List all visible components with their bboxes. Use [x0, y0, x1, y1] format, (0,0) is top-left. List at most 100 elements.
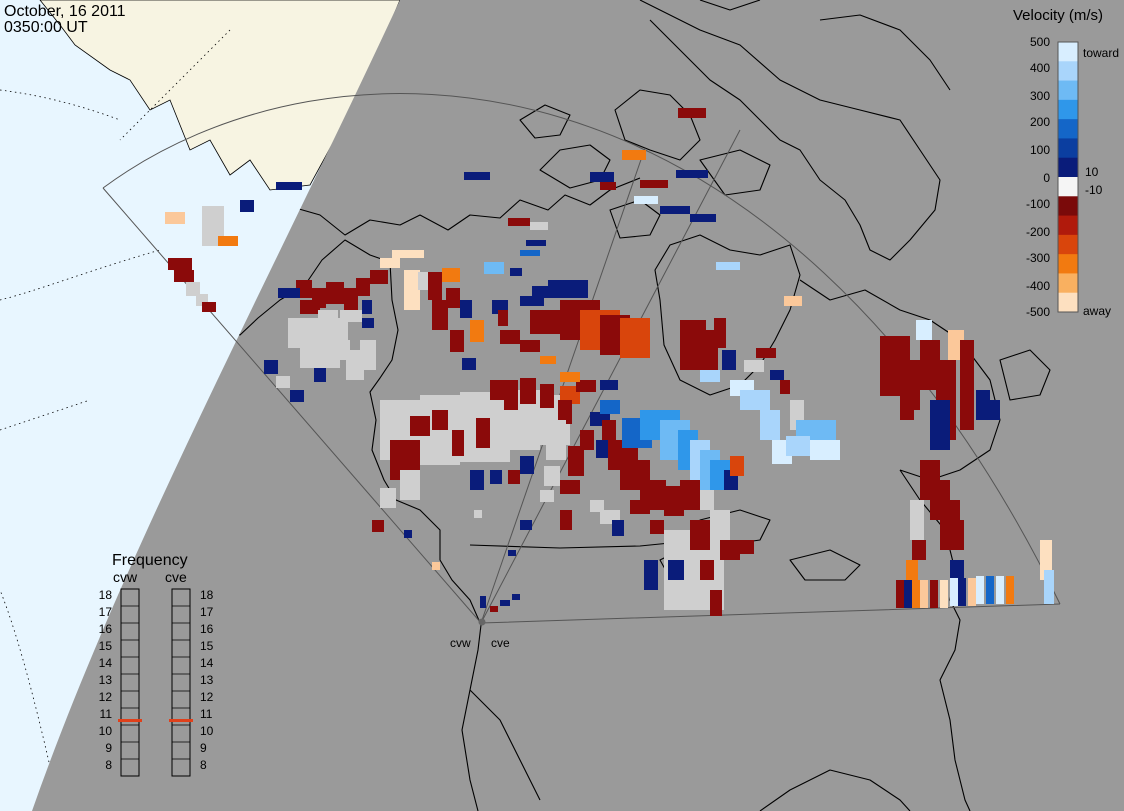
scatter-cell [644, 560, 658, 590]
scatter-cell [722, 350, 736, 370]
frequency-radar-cvw: cvw [113, 569, 138, 585]
scatter-cell [700, 490, 714, 510]
scatter-cell [508, 550, 516, 556]
scatter-cell [520, 520, 532, 530]
velocity-scale-segment [1058, 273, 1078, 294]
scatter-cell [464, 172, 490, 180]
scatter-cell [540, 490, 554, 502]
scatter-cell [462, 358, 476, 370]
scatter-cell [740, 540, 754, 554]
scatter-cell [168, 258, 192, 270]
dayside-grid [0, 29, 231, 811]
scatter-cell [660, 206, 690, 214]
scatter-cell [568, 446, 584, 476]
scatter-cell [530, 222, 548, 230]
scatter-cell [508, 218, 530, 226]
scatter-cell [622, 150, 646, 160]
velocity-tick-label: 200 [1030, 115, 1050, 129]
scatter-cell [600, 400, 620, 414]
velocity-scale-segment [1058, 42, 1078, 62]
scatter-cell [576, 380, 596, 392]
scatter-cell [344, 288, 358, 312]
velocity-tick-label: -500 [1026, 305, 1050, 319]
velocity-tick-label: 10 [1085, 165, 1099, 179]
velocity-away-label: away [1083, 304, 1111, 318]
scatter-cell [560, 510, 572, 530]
scatter-cell [714, 318, 726, 348]
scatter-cell [346, 350, 364, 380]
frequency-level-label: 11 [200, 707, 213, 721]
scatter-cell [300, 300, 320, 314]
frequency-level-label: 11 [100, 707, 113, 721]
scatter-cell [470, 470, 484, 490]
scatter-cell [600, 182, 616, 190]
scatter-cell [560, 386, 580, 404]
velocity-tick-label: 500 [1030, 35, 1050, 49]
velocity-tick-label: -100 [1026, 197, 1050, 211]
scatter-cell [504, 380, 518, 410]
scatter-cell [620, 318, 650, 358]
scatter-cell [520, 250, 540, 256]
scatter-cell [520, 378, 536, 404]
scatter-cell [906, 560, 918, 580]
velocity-tick-label: 0 [1043, 171, 1050, 185]
scatter-cell [500, 600, 510, 606]
scatter-cell [500, 330, 520, 344]
frequency-title: Frequency [112, 552, 188, 569]
scatter-cell [446, 288, 460, 308]
scatter-cell [362, 300, 372, 314]
scatter-cell [520, 456, 534, 474]
velocity-tick-label: -300 [1026, 251, 1050, 265]
frequency-level-label: 15 [200, 639, 214, 653]
frequency-level-label: 10 [200, 724, 214, 738]
scatter-cell [996, 576, 1004, 604]
frequency-level-label: 12 [200, 690, 214, 704]
velocity-tick-label: 100 [1030, 143, 1050, 157]
scatter-cell [684, 580, 714, 610]
scatter-cell [940, 580, 948, 608]
scatter-cells [165, 108, 1054, 616]
scatter-cell [690, 214, 716, 222]
frequency-gauge-cve [171, 588, 191, 777]
scatter-cell [432, 300, 448, 330]
scatter-cell [560, 480, 580, 494]
velocity-scale-segment [1058, 61, 1078, 82]
scatter-cell [470, 320, 484, 342]
scatter-cell [912, 540, 926, 560]
scatter-cell [508, 470, 520, 484]
scatter-cell [432, 562, 440, 570]
scatter-cell [432, 410, 448, 430]
velocity-color-scale: Velocity (m/s) toward away 500 400 300 200 1… [1013, 7, 1119, 319]
scatter-cell [428, 272, 442, 300]
scatter-cell [330, 340, 350, 360]
scatter-cell [612, 520, 624, 536]
velocity-scale-segment [1058, 234, 1078, 255]
site-label-cvw: cvw [450, 636, 471, 650]
scatter-cell [404, 530, 412, 538]
scatter-cell [540, 356, 556, 364]
scatter-cell [476, 418, 490, 448]
scatter-cell [740, 390, 770, 410]
scatter-cell [544, 466, 560, 486]
velocity-scale-segment [1058, 254, 1078, 274]
frequency-level-label: 12 [99, 690, 113, 704]
scatter-cell [480, 596, 486, 608]
scatter-cell [720, 540, 740, 560]
scatter-cell [548, 280, 588, 298]
velocity-tick-label: -400 [1026, 279, 1050, 293]
frequency-gauge-cvw [120, 588, 140, 777]
scatter-cell [710, 590, 722, 616]
scatter-cell [680, 320, 706, 370]
scatter-cell [1006, 576, 1014, 604]
scatter-cell [920, 580, 928, 608]
scatter-cell [560, 372, 580, 382]
scatter-cell [165, 212, 185, 224]
scatter-cell [490, 606, 498, 612]
scatter-cell [650, 520, 664, 534]
scatter-cell [520, 340, 540, 352]
velocity-scale-segment [1058, 119, 1078, 139]
velocity-scale-segment [1058, 138, 1078, 159]
velocity-scale-frame [1057, 41, 1079, 313]
scatter-cell [498, 310, 508, 326]
